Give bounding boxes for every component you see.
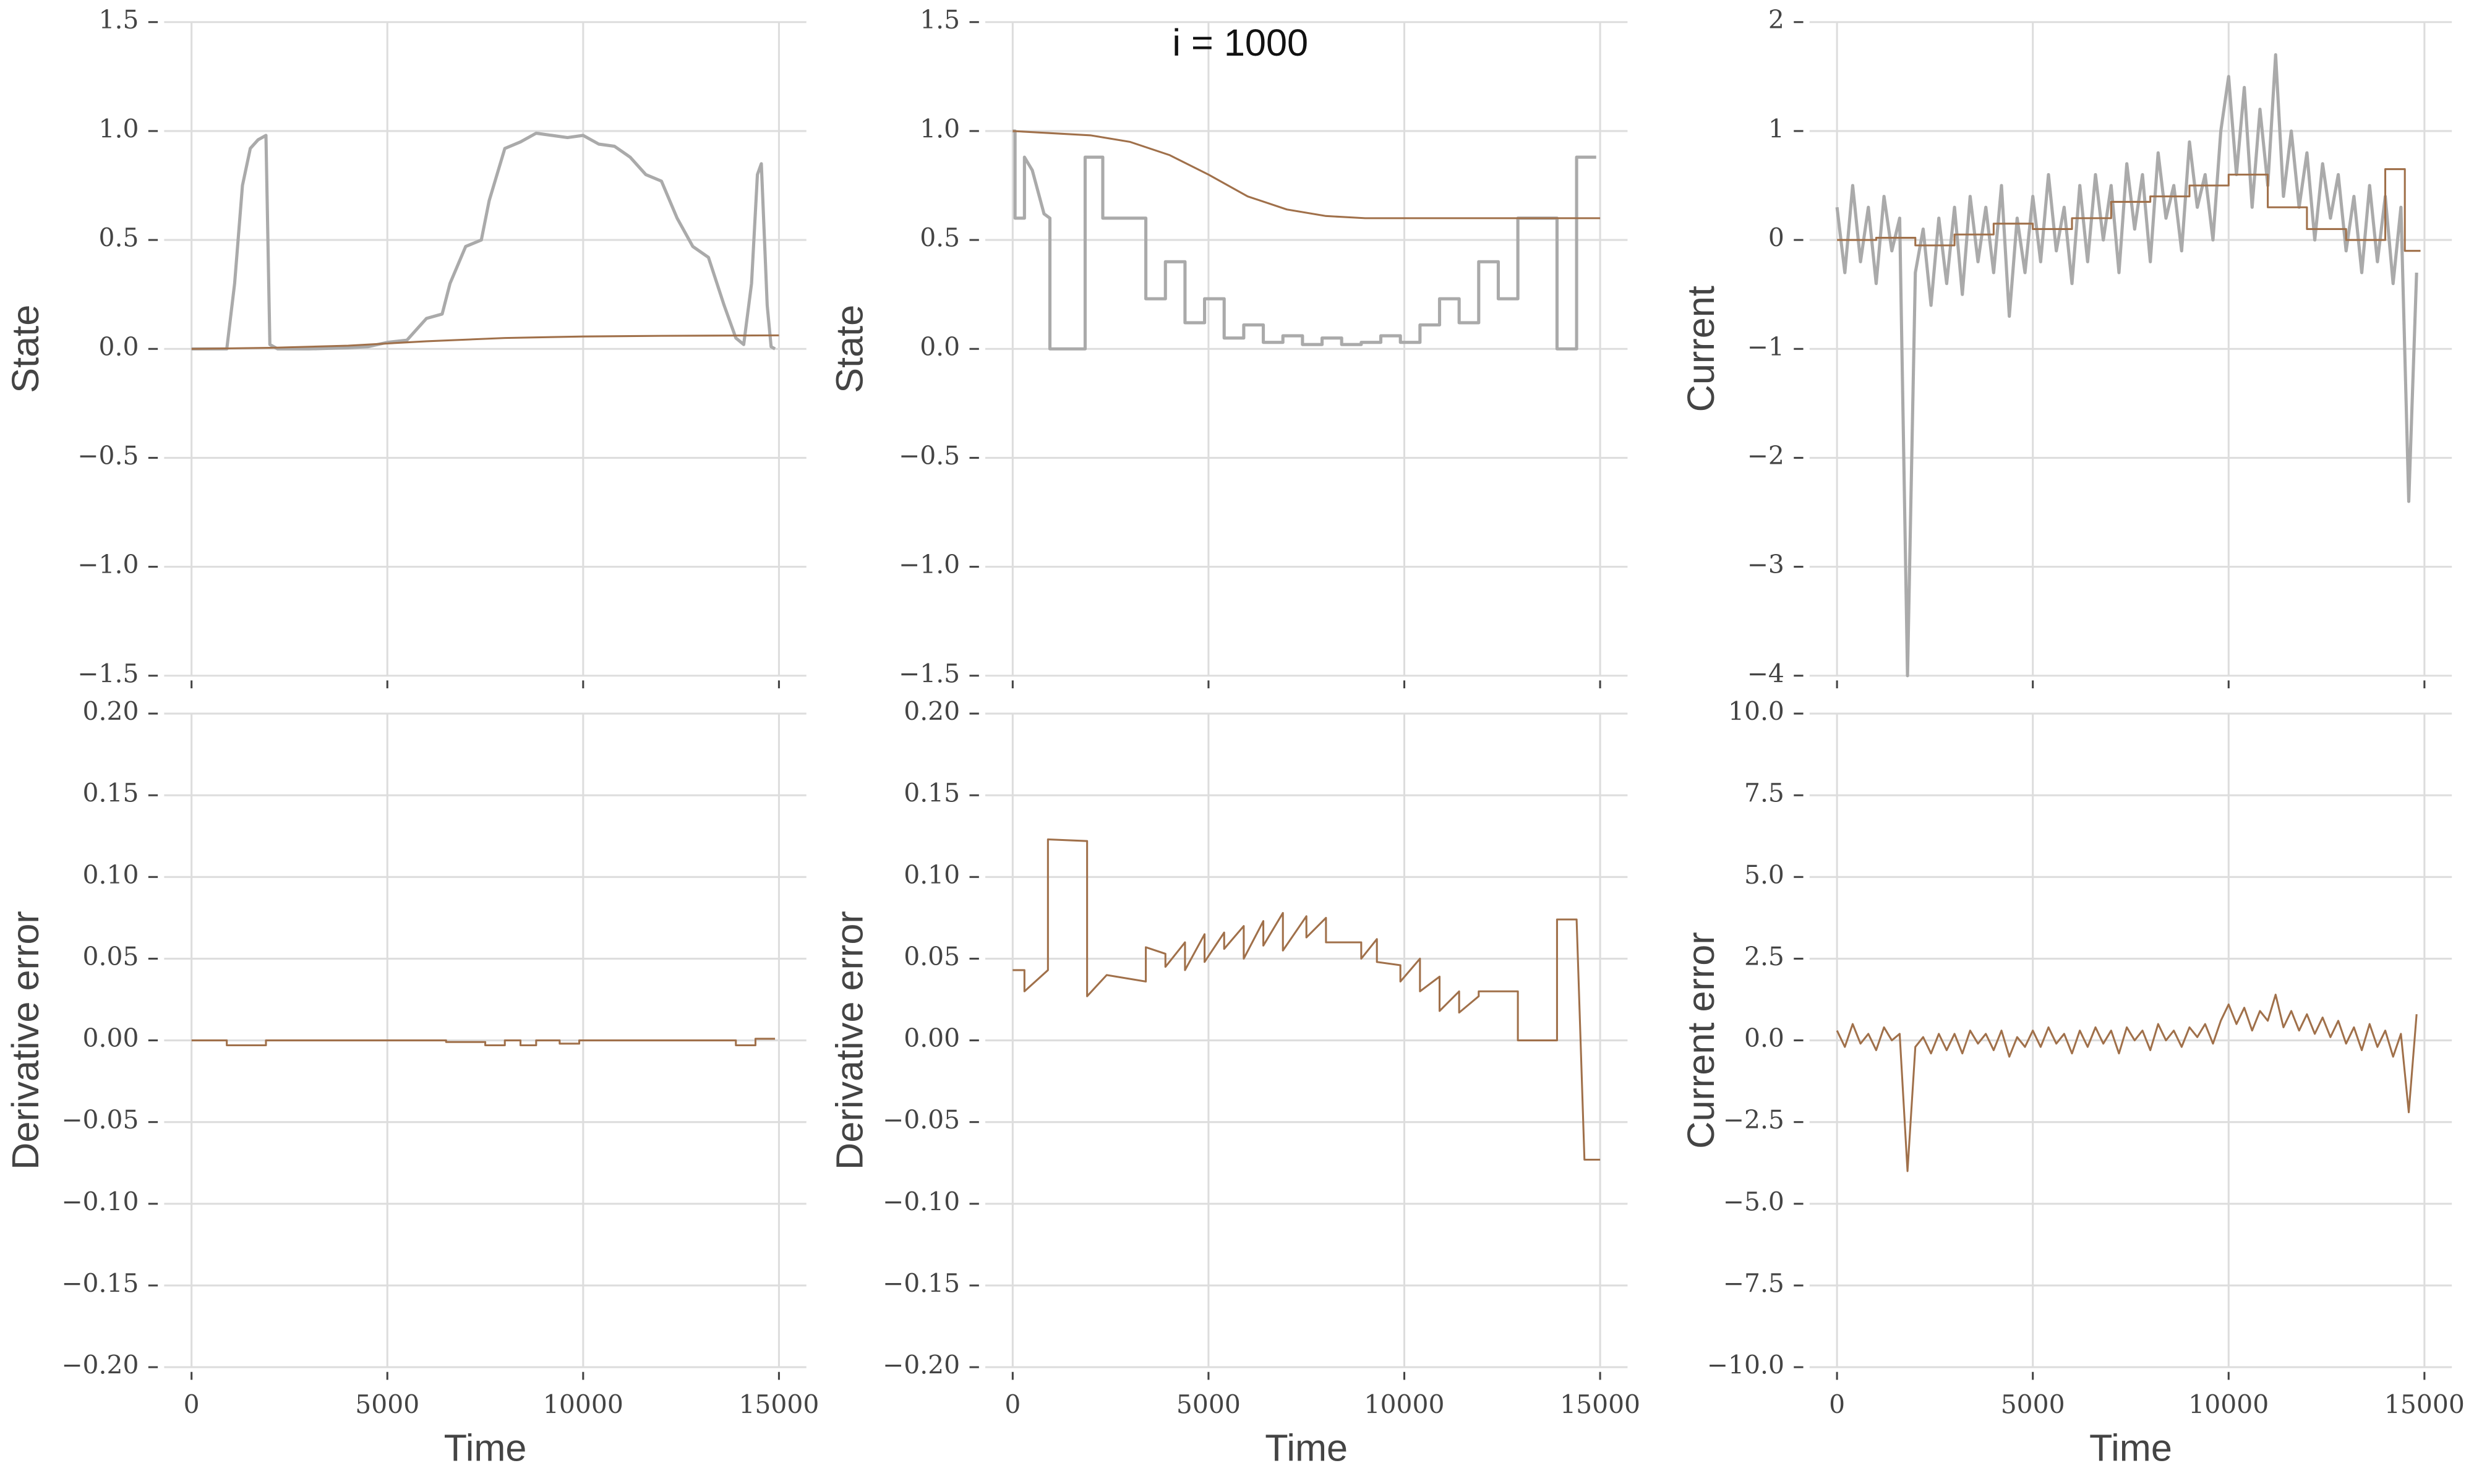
y-tick-label: −0.10 — [883, 1187, 960, 1216]
y-tick-label: −0.20 — [883, 1350, 960, 1380]
y-tick-label: 0.05 — [83, 942, 139, 971]
x-tick-label: 0 — [1829, 1389, 1845, 1419]
y-tick-label: −5.0 — [1723, 1187, 1784, 1216]
y-tick-label: 1.5 — [920, 5, 960, 35]
x-tick-label: 5000 — [2001, 1389, 2065, 1419]
y-tick-label: 0.0 — [99, 332, 139, 362]
y-tick-label: −0.10 — [61, 1187, 139, 1216]
x-tick-label: 10000 — [1364, 1389, 1445, 1419]
y-axis-label: Current error — [1680, 932, 1722, 1149]
y-tick-label: 0 — [1768, 223, 1784, 253]
x-tick-label: 5000 — [1176, 1389, 1241, 1419]
y-axis-label: State — [4, 305, 46, 393]
y-tick-label: 5.0 — [1744, 860, 1784, 890]
x-tick-label: 10000 — [543, 1389, 623, 1419]
x-axis-label: Time — [1265, 1427, 1348, 1469]
y-axis-label: Current — [1680, 286, 1722, 412]
y-tick-label: 0.15 — [83, 778, 139, 808]
y-tick-label: 0.0 — [1744, 1023, 1784, 1053]
x-tick-label: 15000 — [1560, 1389, 1640, 1419]
series-line — [1012, 130, 1601, 220]
x-axis-label: Time — [2089, 1427, 2172, 1469]
y-tick-label: 0.0 — [920, 332, 960, 362]
y-tick-label: 0.20 — [83, 697, 139, 727]
x-tick-label: 15000 — [2384, 1389, 2465, 1419]
x-tick-label: 5000 — [355, 1389, 419, 1419]
y-axis-label: Derivative error — [829, 911, 871, 1170]
y-axis-label: State — [829, 305, 871, 393]
y-tick-label: −0.15 — [883, 1268, 960, 1298]
series-line — [191, 131, 776, 351]
y-tick-label: 0.05 — [904, 942, 960, 971]
y-tick-label: 0.10 — [904, 860, 960, 890]
series-line — [191, 1038, 776, 1047]
x-tick-label: 10000 — [2188, 1389, 2269, 1419]
series-line — [1012, 838, 1601, 1161]
y-tick-label: 7.5 — [1744, 778, 1784, 808]
y-tick-label: −0.15 — [61, 1268, 139, 1298]
y-tick-label: 1 — [1768, 114, 1784, 143]
y-tick-label: −10.0 — [1707, 1350, 1784, 1380]
x-axis-label: Time — [444, 1427, 527, 1469]
y-tick-label: 1.0 — [920, 114, 960, 143]
x-tick-label: 0 — [1004, 1389, 1021, 1419]
y-tick-label: 0.15 — [904, 778, 960, 808]
y-tick-label: 0.20 — [904, 697, 960, 727]
y-tick-label: −0.5 — [899, 441, 960, 471]
y-tick-label: 1.5 — [99, 5, 139, 35]
x-tick-label: 0 — [184, 1389, 200, 1419]
y-tick-label: −3 — [1747, 550, 1784, 579]
y-tick-label: −1.5 — [899, 659, 960, 688]
y-tick-label: −7.5 — [1723, 1268, 1784, 1298]
y-tick-label: −0.05 — [883, 1105, 960, 1135]
series-line — [1835, 53, 2418, 678]
y-tick-label: −2.5 — [1723, 1105, 1784, 1135]
y-tick-label: 2.5 — [1744, 942, 1784, 971]
y-tick-label: −4 — [1747, 659, 1784, 688]
y-tick-label: −0.5 — [77, 441, 139, 471]
y-tick-label: −1.0 — [899, 550, 960, 579]
y-tick-label: −1 — [1747, 332, 1784, 362]
y-tick-label: −2 — [1747, 441, 1784, 471]
y-tick-label: −1.0 — [77, 550, 139, 579]
y-tick-label: −0.20 — [61, 1350, 139, 1380]
series-line — [1836, 994, 2418, 1172]
y-tick-label: −1.5 — [77, 659, 139, 688]
y-tick-label: 0.5 — [920, 223, 960, 253]
y-tick-label: 10.0 — [1728, 697, 1784, 727]
y-tick-label: −0.05 — [61, 1105, 139, 1135]
y-tick-label: 1.0 — [99, 114, 139, 143]
y-tick-label: 0.10 — [83, 860, 139, 890]
annotation: i = 1000 — [1172, 22, 1308, 64]
x-tick-label: 15000 — [738, 1389, 819, 1419]
series-line — [1837, 168, 2421, 252]
y-tick-label: 0.5 — [99, 223, 139, 253]
y-tick-label: 0.00 — [904, 1023, 960, 1053]
y-tick-label: 0.00 — [83, 1023, 139, 1053]
series-line — [191, 334, 779, 350]
series-line — [1012, 129, 1596, 351]
y-tick-label: 2 — [1768, 5, 1784, 35]
y-axis-label: Derivative error — [4, 911, 46, 1170]
